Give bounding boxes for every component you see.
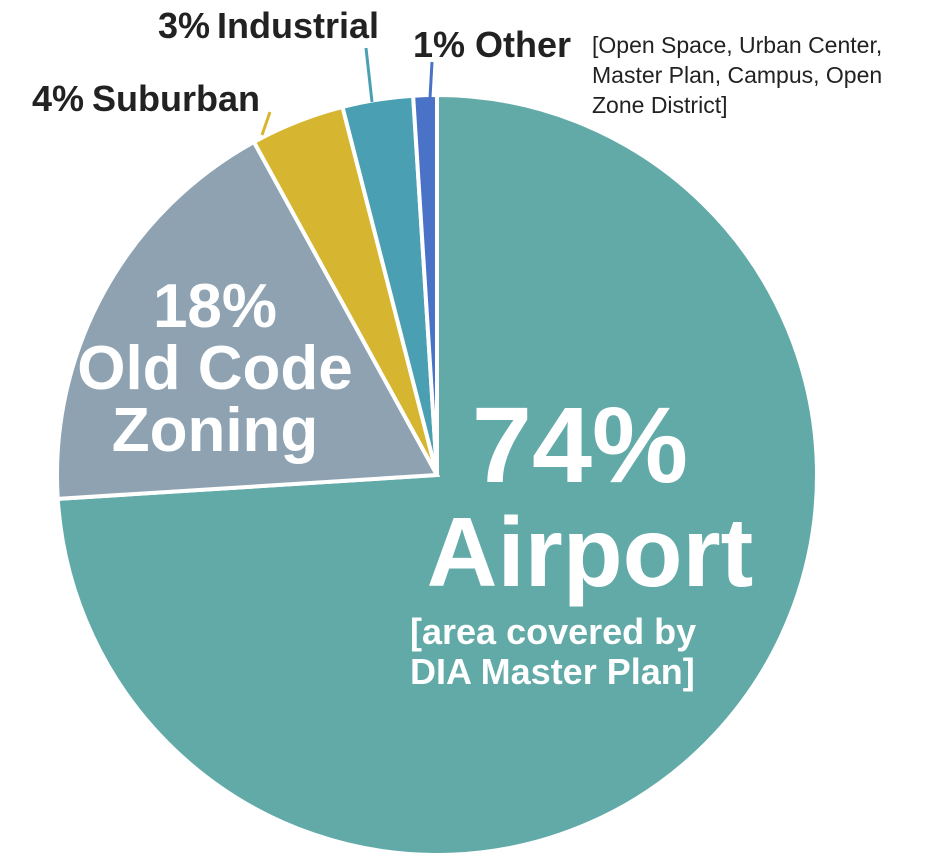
slice-value-label: 18%	[152, 272, 278, 341]
pie-slice	[55, 139, 441, 501]
slice-label: Airport	[426, 497, 754, 607]
slice-label: Other	[475, 24, 572, 65]
leader-line	[260, 111, 272, 136]
slice-label: Industrial	[217, 5, 380, 46]
pie-slice	[411, 92, 439, 476]
slice-note: [Open Space, Urban Center, Master Plan, …	[592, 32, 883, 118]
slice-label: Old Code Zoning	[77, 334, 353, 465]
slice-value-label: 1%	[413, 24, 466, 65]
slice-value-label: 4%	[32, 78, 85, 119]
slice-value-label: 3%	[158, 5, 211, 46]
leader-line	[364, 47, 374, 103]
slice-value-label: 74%	[471, 384, 689, 505]
leader-line	[428, 61, 434, 99]
slice-note: [area covered by DIA Master Plan]	[410, 611, 697, 692]
slice-label: Suburban	[92, 78, 260, 119]
